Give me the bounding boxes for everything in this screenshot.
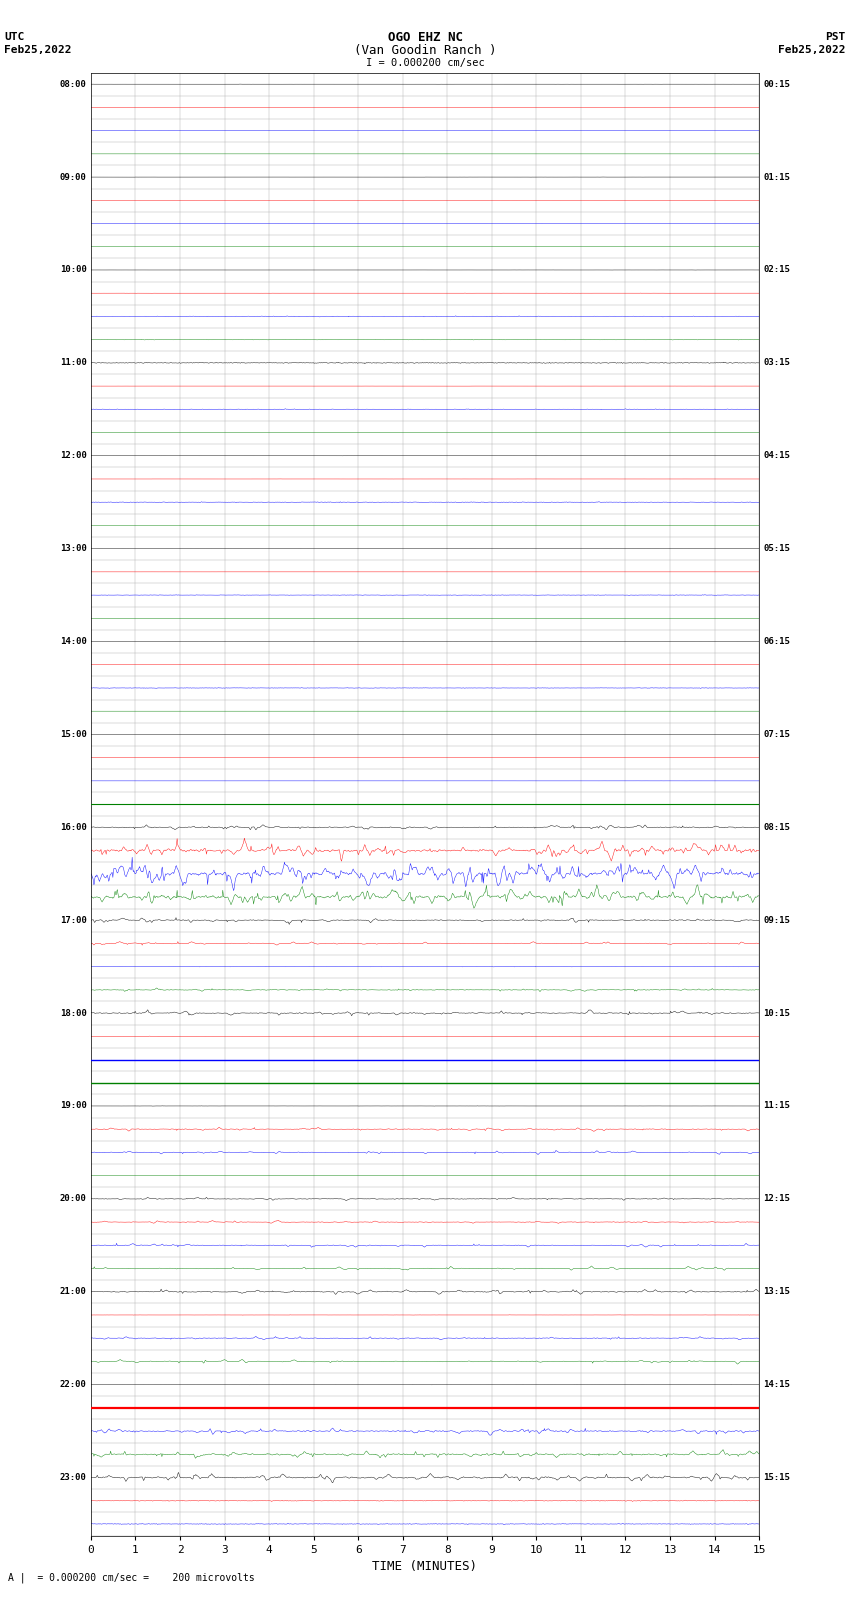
X-axis label: TIME (MINUTES): TIME (MINUTES) <box>372 1560 478 1573</box>
Text: 11:15: 11:15 <box>763 1102 791 1110</box>
Text: 20:00: 20:00 <box>60 1194 87 1203</box>
Text: 19:00: 19:00 <box>60 1102 87 1110</box>
Text: Feb25,2022: Feb25,2022 <box>779 45 846 55</box>
Text: 08:15: 08:15 <box>763 823 791 832</box>
Text: 15:15: 15:15 <box>763 1473 791 1482</box>
Text: 22:00: 22:00 <box>60 1381 87 1389</box>
Text: 06:15: 06:15 <box>763 637 791 647</box>
Text: 13:15: 13:15 <box>763 1287 791 1297</box>
Text: 16:00: 16:00 <box>60 823 87 832</box>
Text: 12:15: 12:15 <box>763 1194 791 1203</box>
Text: 15:00: 15:00 <box>60 731 87 739</box>
Text: (Van Goodin Ranch ): (Van Goodin Ranch ) <box>354 44 496 56</box>
Text: I = 0.000200 cm/sec: I = 0.000200 cm/sec <box>366 58 484 68</box>
Text: 21:00: 21:00 <box>60 1287 87 1297</box>
Text: 04:15: 04:15 <box>763 452 791 460</box>
Text: UTC: UTC <box>4 32 25 42</box>
Text: 01:15: 01:15 <box>763 173 791 182</box>
Text: 07:15: 07:15 <box>763 731 791 739</box>
Text: 18:00: 18:00 <box>60 1008 87 1018</box>
Text: PST: PST <box>825 32 846 42</box>
Text: 09:00: 09:00 <box>60 173 87 182</box>
Text: 09:15: 09:15 <box>763 916 791 924</box>
Text: 05:15: 05:15 <box>763 544 791 553</box>
Text: 03:15: 03:15 <box>763 358 791 368</box>
Text: 13:00: 13:00 <box>60 544 87 553</box>
Text: 17:00: 17:00 <box>60 916 87 924</box>
Text: 12:00: 12:00 <box>60 452 87 460</box>
Text: A |  = 0.000200 cm/sec =    200 microvolts: A | = 0.000200 cm/sec = 200 microvolts <box>8 1573 255 1582</box>
Text: Feb25,2022: Feb25,2022 <box>4 45 71 55</box>
Text: OGO EHZ NC: OGO EHZ NC <box>388 31 462 44</box>
Text: 11:00: 11:00 <box>60 358 87 368</box>
Text: 08:00: 08:00 <box>60 79 87 89</box>
Text: 23:00: 23:00 <box>60 1473 87 1482</box>
Text: 02:15: 02:15 <box>763 266 791 274</box>
Text: 14:00: 14:00 <box>60 637 87 647</box>
Text: 10:15: 10:15 <box>763 1008 791 1018</box>
Text: 14:15: 14:15 <box>763 1381 791 1389</box>
Text: 00:15: 00:15 <box>763 79 791 89</box>
Text: 10:00: 10:00 <box>60 266 87 274</box>
